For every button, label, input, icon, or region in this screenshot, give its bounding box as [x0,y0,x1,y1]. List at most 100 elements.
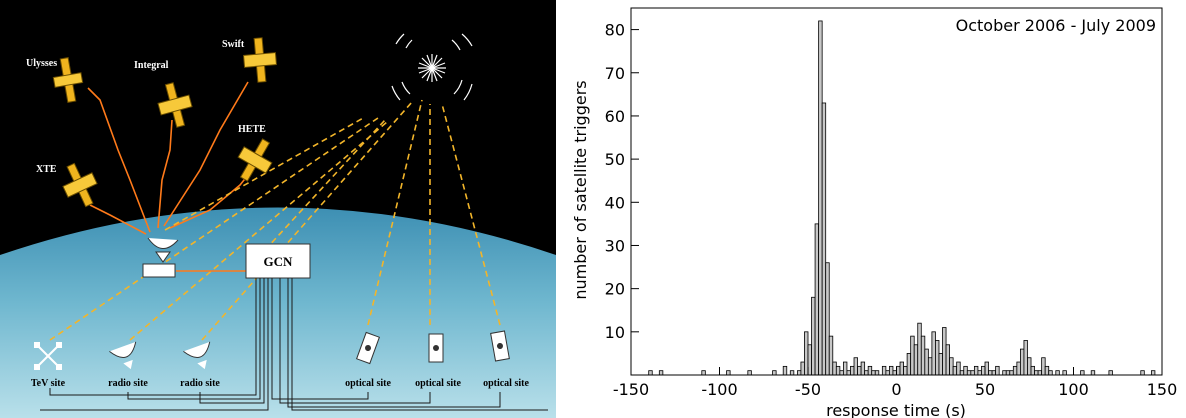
grb-burst-icon [391,33,473,101]
gcn-box [245,243,311,279]
histogram-bar [1034,370,1039,376]
histogram-bar [1005,370,1011,376]
histogram-bar [927,357,933,376]
label-xte: XTE [36,164,57,175]
histogram-bar [966,370,972,376]
label-optical-site: optical site [345,378,391,389]
x-tick-label: -150 [613,380,649,399]
histogram-bar [1016,361,1021,376]
histogram-bar [889,365,894,376]
label-radio-site: radio site [108,378,148,389]
gcn-label: GCN [264,254,294,269]
histogram-bar [903,365,908,376]
response-time-histogram: -150 -100 -50 0 50 100 150 10 20 30 40 50 60 70 80 Oc… [571,7,1178,418]
y-tick-label: 60 [605,107,625,126]
histogram-bar [935,340,940,376]
y-tick-label: 40 [605,193,625,212]
label-optical-site: optical site [415,378,461,389]
histogram-bars [648,20,1156,376]
histogram-bar [899,361,904,376]
histogram-bar [821,102,827,376]
y-tick-label: 70 [605,64,625,83]
satellite-hete-icon [237,138,273,182]
histogram-bar [782,365,788,376]
histogram-bar [857,365,862,376]
histogram-bar [896,365,901,376]
histogram-bar [835,365,841,376]
histogram-bar [963,365,968,376]
plot-frame [630,7,1163,376]
histogram-bar [860,361,866,376]
histogram-bar [977,370,982,376]
histogram-bar [973,365,979,376]
histogram-bar [1062,370,1067,376]
histogram-bar [1041,357,1046,376]
histogram-bar [906,353,912,376]
histogram-bar [970,370,975,376]
histogram-bar [789,370,795,376]
histogram-bar [1140,370,1145,376]
histogram-bar [658,370,664,376]
optical-telescope-icon [355,331,381,365]
histogram-bar [892,370,897,376]
optical-radio-dashed-links [49,99,501,341]
histogram-bar [910,335,915,376]
histogram-bar [804,331,809,376]
x-tick-label: 0 [891,380,901,399]
histogram-bar [1027,357,1032,376]
label-radio-site: radio site [180,378,220,389]
satellite-xte-icon [62,162,98,208]
optical-telescope-icon [428,333,444,363]
histogram-bar [959,370,965,376]
ground-receiver-dish-icon [142,237,179,278]
histogram-bar [949,357,954,376]
x-tick-label: 150 [1147,380,1178,399]
histogram-bar [1090,370,1096,376]
histogram-bar [867,365,873,376]
histogram-bar [938,353,943,376]
histogram-bar [1030,365,1035,376]
label-optical-site: optical site [483,378,529,389]
histogram-bar [1150,370,1156,376]
gcn-distribution-wiring [40,278,548,411]
histogram-bar [839,370,844,376]
y-axis-ticks: 10 20 30 40 50 60 70 80 [605,21,639,342]
gcn-network-diagram: Ulysses Integral Swift HETE XTE GCN [0,0,556,418]
histogram-bar [1009,370,1014,376]
histogram-bar [1055,370,1060,376]
y-tick-label: 20 [605,280,625,299]
histogram-bar [842,361,848,376]
label-hete: HETE [238,124,266,135]
histogram-bar [874,370,880,376]
chart-title: October 2006 - July 2009 [956,16,1156,35]
histogram-bar [917,322,922,376]
optical-telescope-icon [490,330,510,362]
histogram-bar [701,370,706,376]
histogram-bar [772,370,777,376]
histogram-bar [1080,370,1085,376]
histogram-bar [991,370,997,376]
histogram-bar [864,370,869,376]
histogram-bar [818,20,823,376]
earth-surface [0,207,556,418]
label-tev-site: TeV site [31,378,66,389]
y-tick-label: 50 [605,150,625,169]
histogram-bar [807,344,812,376]
histogram-bar [747,370,752,376]
x-axis-label: response time (s) [826,401,966,418]
label-swift: Swift [222,39,245,50]
histogram-bar [952,365,958,376]
histogram-bar [931,331,936,376]
histogram-bar [988,370,993,376]
histogram-bar [811,296,816,376]
y-tick-label: 10 [605,323,625,342]
satellite-integral-icon [157,82,193,128]
histogram-bar [981,365,986,376]
x-tick-label: 100 [1058,380,1089,399]
histogram-bar [1002,370,1007,376]
histogram-bar [726,370,731,376]
radio-site-dish-icon [183,341,211,370]
histogram-bar [1037,370,1043,376]
histogram-bar [796,370,802,376]
histogram-bar [871,370,876,376]
